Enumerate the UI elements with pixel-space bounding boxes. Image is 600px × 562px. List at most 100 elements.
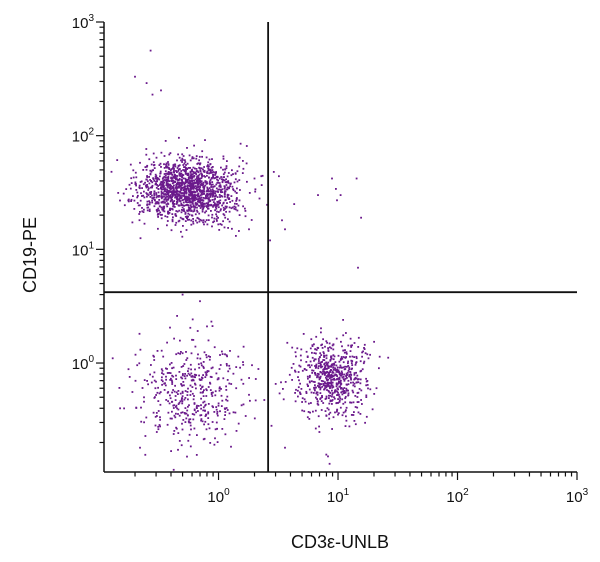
data-point (353, 373, 356, 376)
data-point (189, 176, 192, 179)
data-point (330, 365, 333, 368)
data-point (217, 404, 220, 407)
data-point (305, 390, 308, 393)
data-point (158, 178, 161, 181)
data-point (156, 350, 159, 352)
data-point (174, 181, 176, 183)
data-point (200, 219, 203, 222)
data-point (215, 194, 217, 197)
data-point (166, 186, 169, 188)
data-point (337, 369, 340, 372)
data-point (238, 199, 241, 202)
data-point (152, 161, 155, 164)
data-point (323, 356, 325, 358)
data-point (185, 417, 188, 420)
data-point (182, 164, 185, 166)
data-point (224, 199, 227, 202)
data-point (195, 374, 198, 377)
data-point (322, 384, 325, 387)
data-point (182, 181, 185, 184)
data-point (291, 346, 294, 349)
data-point (328, 374, 331, 376)
data-point (157, 227, 159, 230)
data-point (194, 171, 197, 174)
data-point (328, 397, 330, 399)
data-point (201, 175, 204, 178)
data-point (206, 186, 209, 189)
data-point (338, 366, 341, 369)
data-point (160, 379, 163, 381)
data-point (187, 176, 190, 179)
data-point (187, 439, 190, 442)
data-point (178, 178, 181, 181)
data-point (171, 208, 174, 210)
data-point (143, 190, 145, 193)
data-point (153, 379, 156, 382)
data-point (177, 193, 180, 195)
y-tick-label: 103 (72, 13, 95, 32)
data-point (234, 411, 237, 414)
data-point (331, 378, 334, 381)
data-point (225, 178, 227, 181)
data-point (161, 200, 164, 203)
data-point (203, 223, 205, 226)
data-point (145, 185, 147, 188)
data-point (328, 402, 331, 405)
data-point (199, 207, 202, 209)
data-point (228, 197, 230, 200)
data-point (327, 374, 329, 376)
data-point (361, 403, 363, 405)
data-point (347, 394, 349, 397)
data-point (196, 170, 199, 173)
data-point (218, 194, 221, 196)
data-point (158, 194, 161, 197)
data-point (301, 409, 304, 412)
data-point (167, 179, 170, 182)
data-point (130, 198, 133, 201)
data-point (180, 398, 183, 401)
data-point (357, 336, 360, 339)
data-point (125, 188, 128, 190)
data-point (186, 391, 189, 393)
data-point (231, 206, 234, 209)
data-point (190, 223, 193, 226)
data-point (201, 150, 204, 153)
data-point (325, 340, 328, 343)
data-point (161, 181, 163, 183)
data-point (136, 202, 139, 204)
data-point (204, 371, 207, 374)
data-point (345, 415, 347, 418)
data-point (314, 384, 316, 387)
data-point (187, 167, 190, 169)
data-point (175, 374, 177, 377)
data-point (197, 180, 199, 182)
data-point (167, 164, 170, 166)
data-point (166, 224, 168, 227)
data-point (233, 205, 236, 208)
data-point (166, 198, 168, 201)
data-point (225, 385, 227, 388)
data-point (166, 188, 168, 191)
data-point (363, 343, 366, 346)
data-point (207, 214, 210, 217)
data-point (162, 209, 165, 212)
data-point (167, 411, 170, 414)
data-point (141, 207, 143, 209)
data-point (181, 206, 184, 209)
data-point (145, 168, 148, 171)
data-point (216, 200, 219, 203)
data-point (178, 198, 181, 201)
data-point (340, 387, 342, 390)
data-point (135, 189, 138, 191)
data-point (190, 372, 193, 375)
data-point (192, 206, 195, 208)
data-point (201, 199, 203, 201)
data-point (181, 175, 183, 177)
data-point (156, 202, 158, 205)
data-point (184, 186, 186, 189)
data-point (320, 354, 323, 356)
data-point (184, 182, 187, 185)
data-point (345, 372, 348, 375)
data-point (178, 402, 181, 404)
data-point (221, 195, 224, 198)
